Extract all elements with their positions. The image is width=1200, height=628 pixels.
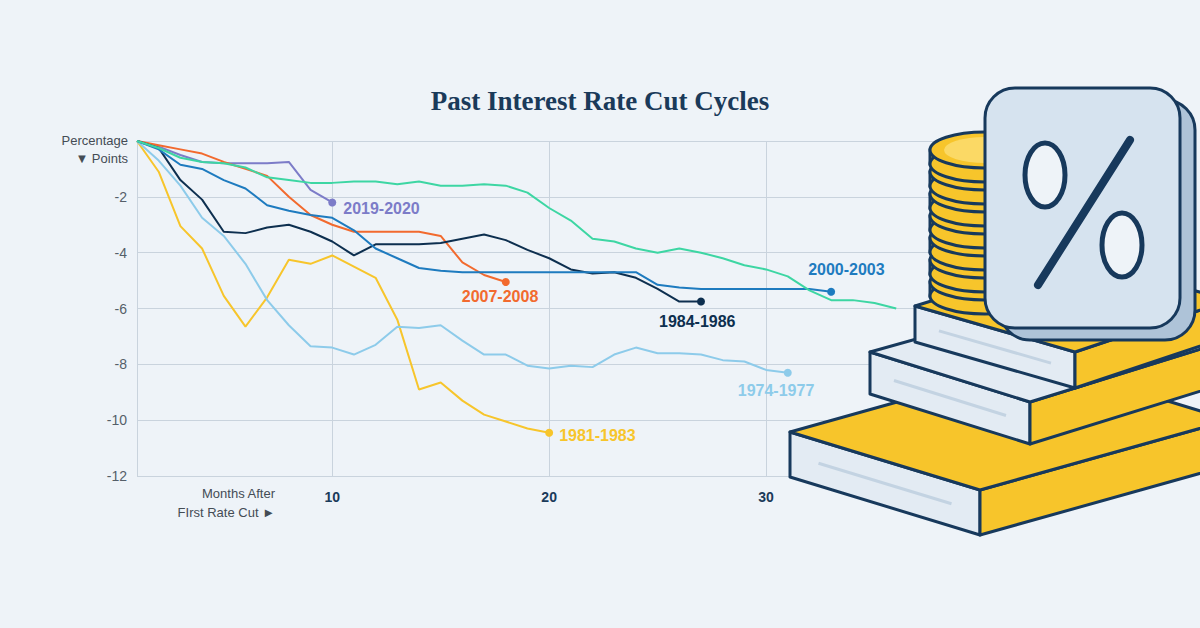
svg-text:-10: -10 (107, 412, 127, 428)
svg-text:2019-2020: 2019-2020 (343, 200, 420, 217)
svg-text:-8: -8 (115, 356, 128, 372)
svg-text:-2: -2 (115, 189, 128, 205)
svg-text:2000-2003: 2000-2003 (808, 261, 885, 278)
svg-text:▼ Points: ▼ Points (75, 151, 128, 166)
svg-text:-4: -4 (115, 245, 128, 261)
svg-text:2007-2008: 2007-2008 (462, 288, 539, 305)
svg-text:-6: -6 (115, 301, 128, 317)
svg-text:FIrst Rate Cut ►: FIrst Rate Cut ► (178, 505, 275, 520)
svg-text:30: 30 (758, 489, 774, 505)
svg-text:1981-1983: 1981-1983 (559, 427, 636, 444)
svg-text:20: 20 (541, 489, 557, 505)
svg-text:1974-1977: 1974-1977 (738, 382, 815, 399)
svg-text:Months After: Months After (202, 486, 276, 501)
svg-text:10: 10 (324, 489, 340, 505)
svg-text:Past Interest Rate Cut Cycles: Past Interest Rate Cut Cycles (431, 86, 769, 116)
svg-text:-12: -12 (107, 468, 127, 484)
svg-text:Percentage: Percentage (62, 133, 129, 148)
svg-text:1984-1986: 1984-1986 (659, 313, 736, 330)
